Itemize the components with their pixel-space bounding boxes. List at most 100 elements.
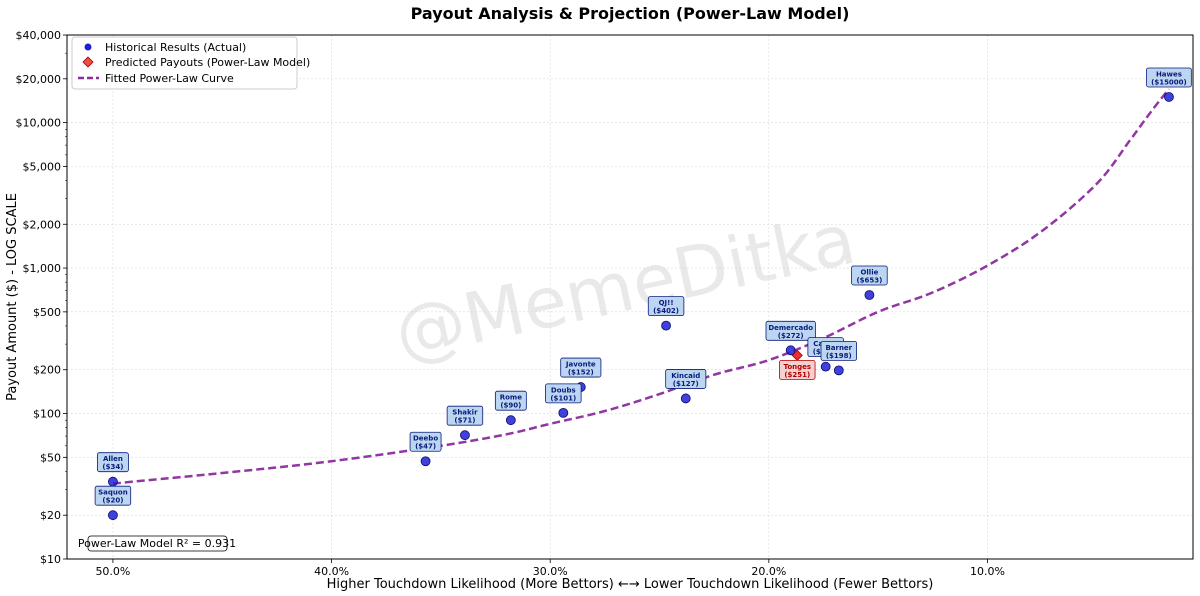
point-label-name: Hawes bbox=[1156, 70, 1182, 78]
point-label-name: Shakir bbox=[452, 409, 478, 417]
point-label-box bbox=[851, 265, 888, 286]
r-squared-text: Power-Law Model R² = 0.931 bbox=[78, 537, 236, 550]
legend: Historical Results (Actual) Predicted Pa… bbox=[71, 36, 310, 90]
historical-point bbox=[833, 365, 844, 376]
y-tick-label: $20 bbox=[40, 509, 61, 522]
point-label-value: ($653) bbox=[856, 276, 882, 284]
x-axis-ticks: 50.0% 40.0% 30.0% 20.0% 10.0% bbox=[95, 559, 1005, 578]
point-label-value: ($198) bbox=[826, 352, 852, 360]
point-label: Allen($34) bbox=[97, 452, 129, 473]
point-label-value: ($101) bbox=[550, 394, 576, 402]
point-label: Barner($198) bbox=[820, 340, 858, 361]
point-label-name: QJ!! bbox=[659, 299, 674, 307]
historical-point bbox=[785, 345, 796, 356]
point-label-name: Tonges bbox=[783, 363, 811, 371]
point-label-box bbox=[94, 485, 132, 506]
point-label-box bbox=[97, 452, 129, 473]
point-label-box bbox=[1146, 67, 1192, 88]
historical-point bbox=[661, 320, 671, 331]
point-label-box bbox=[647, 296, 685, 317]
historical-point bbox=[680, 393, 691, 404]
point-label: Shakir($71) bbox=[446, 405, 484, 426]
point-label-name: Barner bbox=[825, 344, 852, 352]
point-labels-layer: Allen($34)Saquon($20)Deebo($47)Shakir($7… bbox=[94, 67, 1192, 506]
y-tick-label: $5,000 bbox=[23, 160, 62, 173]
point-label: Doubs($101) bbox=[545, 383, 582, 404]
point-label-value: ($47) bbox=[415, 443, 436, 451]
x-tick-label: 40.0% bbox=[314, 565, 349, 578]
x-tick-label: 50.0% bbox=[95, 565, 130, 578]
historical-point bbox=[558, 407, 569, 418]
point-label: QJ!!($402) bbox=[647, 296, 685, 317]
x-tick-label: 20.0% bbox=[751, 565, 786, 578]
historical-point bbox=[420, 456, 431, 467]
point-label: Tonges($251) bbox=[779, 359, 816, 380]
r-squared-box bbox=[87, 535, 228, 552]
point-label-box bbox=[820, 340, 858, 361]
y-tick-label: $20,000 bbox=[16, 73, 62, 86]
point-label-box bbox=[409, 431, 442, 452]
legend-box bbox=[71, 36, 298, 90]
y-tick-label: $200 bbox=[33, 364, 61, 377]
point-label-name: Javonte bbox=[565, 361, 596, 369]
y-tick-label: $500 bbox=[33, 306, 61, 319]
y-tick-label: $2,000 bbox=[23, 218, 62, 231]
point-label-name: Rome bbox=[500, 394, 522, 402]
point-label-box bbox=[779, 359, 816, 380]
point-label-name: Allen bbox=[103, 455, 123, 463]
legend-predicted-marker bbox=[82, 56, 94, 68]
point-label-value: ($127) bbox=[673, 380, 699, 388]
historical-point bbox=[864, 290, 875, 300]
point-label: Rome($90) bbox=[494, 390, 527, 411]
point-label-box bbox=[665, 369, 707, 389]
point-label-value: ($152) bbox=[568, 369, 594, 377]
point-label: Demercado($272) bbox=[765, 320, 816, 341]
historical-point bbox=[108, 510, 118, 521]
point-label: Saquon($20) bbox=[94, 485, 132, 506]
x-tick-label: 30.0% bbox=[533, 565, 568, 578]
point-label: Ollie($653) bbox=[851, 265, 888, 286]
point-label-value: ($34) bbox=[102, 463, 123, 471]
point-label: Kincaid($127) bbox=[665, 369, 707, 389]
y-tick-label: $100 bbox=[33, 408, 61, 421]
point-label-box bbox=[494, 390, 527, 411]
y-tick-label: $10 bbox=[40, 553, 61, 566]
legend-historical-marker bbox=[84, 43, 92, 51]
y-tick-label: $10,000 bbox=[16, 117, 62, 130]
point-label-name: Ollie bbox=[860, 268, 878, 276]
point-label-value: ($272) bbox=[778, 332, 804, 340]
point-label: Deebo($47) bbox=[409, 431, 442, 452]
fitted-power-law-curve bbox=[112, 88, 1170, 485]
fitted-curve-layer bbox=[112, 88, 1170, 485]
y-axis-ticks: $10 $20 $50 $100 $200 $500 $1,000 $2,000 $5,000 $… bbox=[16, 29, 67, 566]
y-tick-label: $40,000 bbox=[16, 29, 62, 42]
point-label: Javonte($152) bbox=[560, 357, 602, 378]
historical-point bbox=[460, 430, 470, 441]
x-tick-label: 10.0% bbox=[970, 565, 1005, 578]
legend-historical-label: Historical Results (Actual) bbox=[105, 41, 246, 54]
point-label-value: ($15000) bbox=[1151, 78, 1187, 86]
x-axis-label: Higher Touchdown Likelihood (More Bettor… bbox=[327, 577, 934, 592]
r-squared-annotation: Power-Law Model R² = 0.931 bbox=[78, 535, 236, 552]
point-label-value: ($20) bbox=[102, 497, 123, 505]
point-label-value: ($402) bbox=[653, 307, 679, 315]
point-label-box bbox=[446, 405, 484, 426]
point-label-value: ($90) bbox=[500, 402, 521, 410]
historical-point bbox=[1164, 92, 1174, 102]
point-label-value: ($71) bbox=[454, 417, 475, 425]
point-label-name: Deebo bbox=[413, 435, 438, 443]
point-label-name: Doubs bbox=[551, 386, 576, 394]
historical-point bbox=[505, 415, 516, 426]
point-label-box bbox=[765, 320, 816, 341]
plot-frame bbox=[66, 34, 1194, 560]
y-axis-label: Payout Amount ($) - LOG SCALE bbox=[5, 193, 20, 401]
point-label-name: Kincaid bbox=[671, 372, 700, 380]
y-tick-label: $50 bbox=[40, 451, 61, 464]
point-label: Hawes($15000) bbox=[1146, 67, 1192, 88]
historical-point bbox=[820, 361, 831, 372]
historical-point bbox=[108, 476, 118, 487]
point-label-box bbox=[545, 383, 582, 404]
point-label-value: ($251) bbox=[784, 371, 810, 379]
chart-title: Payout Analysis & Projection (Power-Law … bbox=[411, 4, 850, 23]
